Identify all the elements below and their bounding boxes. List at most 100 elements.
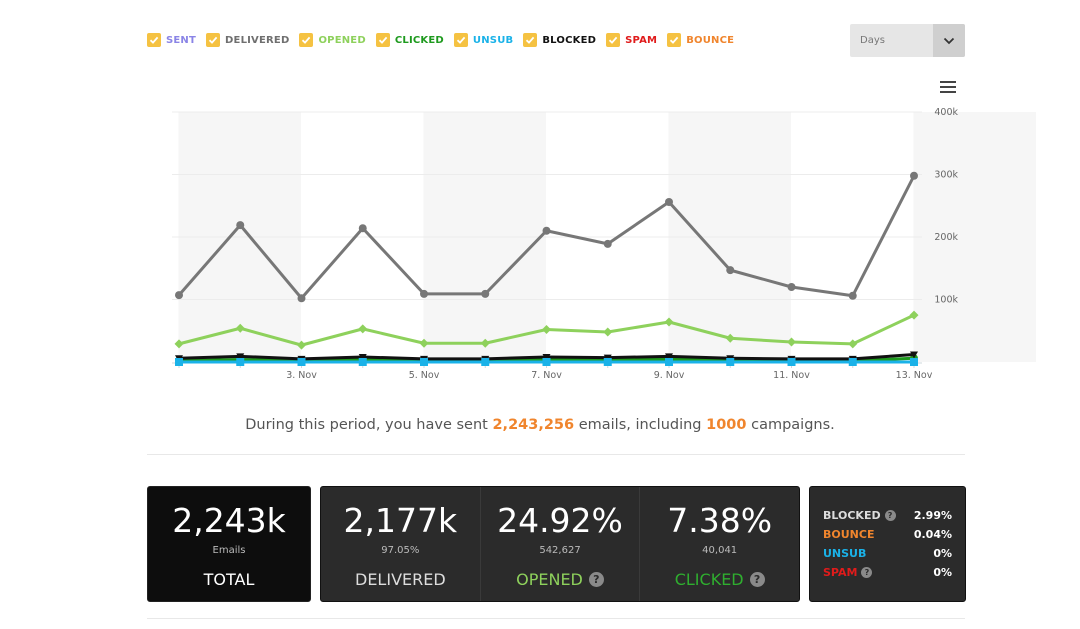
data-point-unsub: [726, 358, 735, 366]
stat-label-text: OPENED: [516, 570, 583, 589]
checkbox-icon[interactable]: [299, 33, 314, 47]
data-point-opened: [235, 323, 245, 333]
side-stat-label: UNSUB: [823, 547, 866, 560]
side-stat-label-text: BLOCKED: [823, 509, 881, 522]
period-summary: During this period, you have sent 2,243,…: [0, 417, 1080, 433]
side-stat-spam: SPAM? 0%: [810, 563, 965, 582]
stat-opened-sub: 542,627: [539, 545, 581, 556]
stat-card-deliverability: BLOCKED? 2.99% BOUNCE 0.04% UNSUB 0% SPA…: [809, 486, 966, 602]
side-stat-blocked: BLOCKED? 2.99%: [810, 506, 965, 525]
side-stat-label: BLOCKED?: [823, 509, 896, 522]
data-point-delivered: [542, 226, 551, 235]
data-point-delivered: [236, 221, 245, 230]
checkbox-icon[interactable]: [523, 33, 538, 47]
data-point-opened: [664, 317, 674, 327]
stat-label-text: CLICKED: [674, 570, 744, 589]
side-stat-value: 0%: [933, 566, 952, 579]
data-point-blocked: [910, 351, 918, 359]
hamburger-menu-icon[interactable]: [940, 81, 956, 95]
legend-item-spam[interactable]: SPAM: [606, 33, 657, 47]
stat-clicked-value: 7.38%: [667, 501, 773, 540]
data-point-opened: [480, 338, 490, 348]
data-point-unsub: [175, 358, 183, 366]
legend-item-opened[interactable]: OPENED: [299, 33, 366, 47]
legend-label: BLOCKED: [542, 34, 597, 46]
data-point-delivered: [726, 266, 735, 275]
stat-clicked-sub: 40,041: [702, 545, 738, 556]
y-tick-label: 200k: [934, 232, 958, 243]
email-stats-line-chart: 100k 200k 300k 400k 3. Nov 5. Nov 7. Nov 9. Nov…: [172, 107, 959, 381]
data-point-delivered: [787, 283, 796, 291]
stat-total-label: TOTAL: [148, 570, 310, 589]
side-stat-value: 0%: [933, 547, 952, 560]
data-point-delivered: [175, 291, 183, 300]
chart-legend: SENT DELIVERED OPENED CLICKED UNSUB BLOC…: [147, 33, 744, 47]
period-select[interactable]: Days: [850, 24, 965, 57]
side-stat-value: 2.99%: [913, 509, 952, 522]
data-point-blocked: [236, 353, 245, 361]
data-point-opened: [174, 339, 184, 349]
divider: [147, 454, 965, 455]
legend-item-sent[interactable]: SENT: [147, 33, 196, 47]
summary-middle: emails, including: [578, 417, 702, 433]
checkbox-icon[interactable]: [147, 33, 161, 47]
data-point-opened: [542, 325, 551, 334]
summary-emails-count: 2,243,256: [492, 417, 575, 433]
data-point-delivered: [420, 289, 428, 298]
checkbox-icon[interactable]: [606, 33, 621, 47]
legend-label: OPENED: [318, 34, 366, 46]
y-tick-label: 100k: [934, 295, 958, 306]
legend-label: SPAM: [625, 34, 658, 46]
period-select-value: Days: [860, 35, 885, 46]
stat-total-sub: Emails: [212, 545, 246, 556]
stat-opened-value: 24.92%: [497, 501, 623, 540]
data-point-unsub: [787, 358, 796, 366]
data-point-delivered: [910, 171, 918, 180]
legend-item-delivered[interactable]: DELIVERED: [206, 33, 289, 47]
data-point-opened: [909, 310, 919, 320]
data-point-opened: [297, 340, 306, 350]
side-stat-unsub: UNSUB 0%: [810, 544, 965, 563]
legend-item-blocked[interactable]: BLOCKED: [523, 33, 596, 47]
checkbox-icon[interactable]: [453, 33, 468, 47]
help-icon[interactable]: ?: [588, 572, 604, 587]
legend-label: SENT: [166, 34, 197, 46]
chevron-down-icon[interactable]: [933, 24, 965, 57]
help-icon[interactable]: ?: [749, 572, 765, 587]
stat-label-text: DELIVERED: [355, 570, 446, 589]
help-icon[interactable]: ?: [884, 510, 896, 521]
y-tick-label: 400k: [934, 107, 958, 118]
stat-card-total: 2,243k Emails TOTAL: [147, 486, 311, 602]
legend-item-unsub[interactable]: UNSUB: [453, 33, 513, 47]
x-tick-label: 9. Nov: [654, 370, 685, 381]
x-tick-label: 11. Nov: [773, 370, 810, 381]
x-tick-label: 7. Nov: [531, 370, 562, 381]
data-point-opened: [787, 337, 796, 347]
summary-campaigns-count: 1000: [706, 417, 747, 433]
y-tick-label: 300k: [934, 170, 958, 181]
data-point-delivered: [848, 291, 857, 300]
data-point-opened: [848, 339, 858, 349]
data-point-unsub: [665, 358, 673, 366]
legend-label: BOUNCE: [686, 34, 735, 46]
x-tick-label: 3. Nov: [286, 370, 317, 381]
data-point-delivered: [358, 224, 367, 233]
stat-total: 2,243k Emails TOTAL: [148, 501, 310, 589]
data-point-delivered: [665, 198, 673, 206]
help-icon[interactable]: ?: [861, 567, 873, 578]
checkbox-icon[interactable]: [667, 33, 682, 47]
data-point-unsub: [542, 358, 551, 366]
data-point-delivered: [481, 289, 490, 298]
stat-opened-label: OPENED?: [481, 570, 640, 589]
stat-delivered-sub: 97.05%: [381, 545, 420, 556]
legend-item-bounce[interactable]: BOUNCE: [667, 33, 734, 47]
x-tick-label: 13. Nov: [896, 370, 933, 381]
stat-clicked-label: CLICKED?: [640, 570, 799, 589]
data-point-unsub: [910, 358, 918, 366]
data-point-opened: [603, 327, 613, 337]
checkbox-icon[interactable]: [206, 33, 221, 47]
data-point-unsub: [481, 358, 490, 366]
data-point-delivered: [603, 239, 612, 248]
checkbox-icon[interactable]: [375, 33, 390, 47]
legend-item-clicked[interactable]: CLICKED: [375, 33, 444, 47]
